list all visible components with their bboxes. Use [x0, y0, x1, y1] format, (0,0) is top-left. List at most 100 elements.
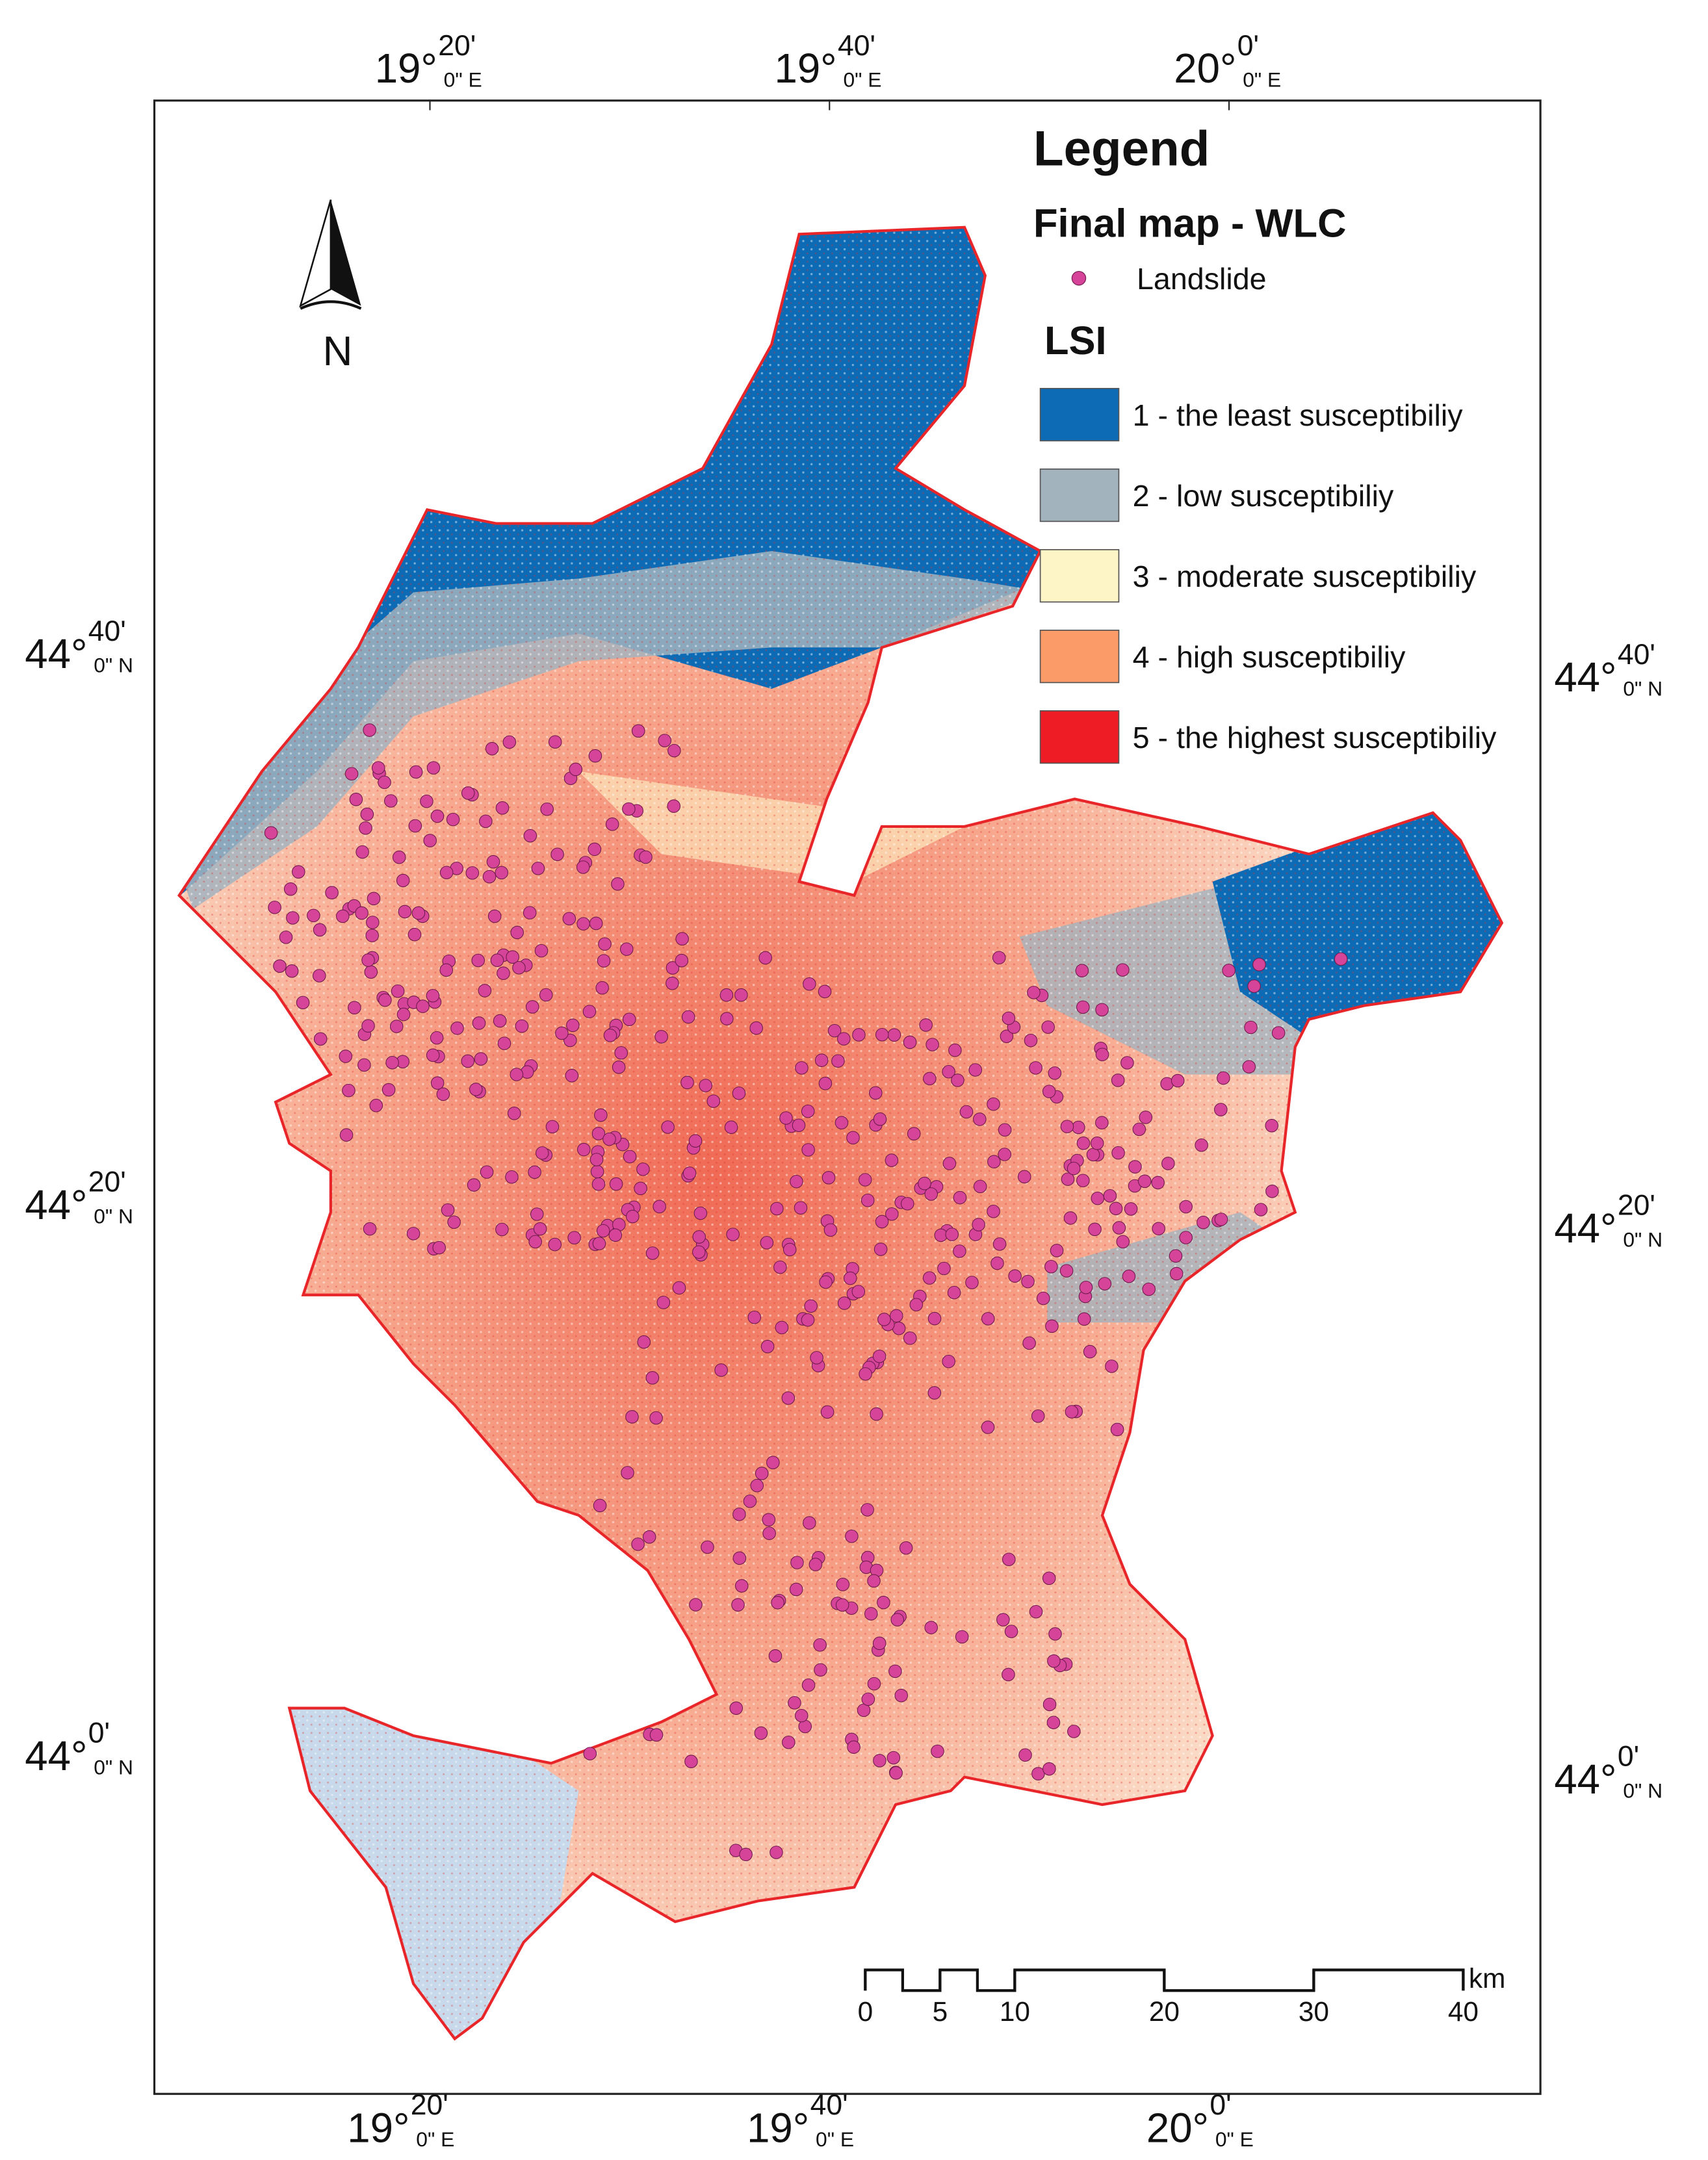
landslide-point: [1090, 1137, 1104, 1150]
landslide-point: [919, 1018, 933, 1032]
landslide-point: [1065, 1405, 1079, 1419]
landslide-point: [990, 1256, 1004, 1270]
landslide-point: [822, 1171, 836, 1185]
landslide-point: [762, 1526, 776, 1540]
landslide-point: [859, 1367, 872, 1381]
landslide-point: [675, 932, 689, 945]
landslide-point: [548, 735, 562, 749]
landslide-point: [801, 1313, 815, 1327]
landslide-point: [479, 814, 493, 829]
landslide-point: [1095, 1003, 1109, 1017]
landslide-point: [953, 1244, 966, 1258]
landslide-point: [291, 865, 305, 879]
landslide-point: [1116, 963, 1130, 977]
landslide-point: [864, 1607, 878, 1621]
landslide-point: [486, 855, 500, 869]
landslide-point: [873, 1754, 886, 1768]
landslide-point: [637, 1335, 651, 1349]
landslide-point: [576, 860, 590, 874]
landslide-point: [649, 1411, 663, 1425]
landslide-point: [396, 1007, 411, 1022]
landslide-point: [801, 1143, 815, 1157]
landslide-point: [478, 984, 492, 997]
landslide-point: [965, 1276, 979, 1289]
coordinate-degrees: 44°: [25, 631, 87, 677]
coordinate-minutes: 40': [88, 615, 126, 647]
landslide-point: [461, 1054, 475, 1068]
landslide-point: [890, 1309, 903, 1323]
landslide-point: [1214, 1103, 1228, 1116]
landslide-point: [1171, 1074, 1185, 1088]
landslide-point: [472, 1016, 486, 1030]
coordinate-label: 19° 20' 0" E: [347, 2089, 454, 2151]
landslide-point: [423, 834, 437, 847]
landslide-point: [972, 1218, 985, 1231]
landslide-point: [1265, 1185, 1279, 1198]
landslide-point: [924, 1621, 938, 1634]
landslide-point: [903, 1331, 917, 1345]
landslide-point: [1029, 1604, 1043, 1619]
landslide-point: [667, 799, 680, 813]
landslide-point: [569, 762, 583, 777]
landslide-point: [567, 1231, 581, 1245]
landslide-point: [770, 1202, 784, 1216]
landslide-point: [535, 1146, 549, 1160]
landslide-point: [588, 749, 602, 763]
landslide-point: [307, 908, 320, 923]
landslide-point: [734, 988, 748, 1002]
landslide-point: [1076, 1000, 1090, 1014]
landslide-point: [1161, 1157, 1175, 1170]
landslide-point: [356, 845, 369, 859]
landslide-point: [634, 1181, 647, 1196]
coordinate-minutes: 20': [88, 1166, 126, 1198]
legend-class-heading: LSI: [1044, 318, 1107, 363]
landslide-point: [408, 819, 422, 833]
landslide-point: [900, 1197, 914, 1211]
landslide-point: [469, 1083, 483, 1096]
landslide-point: [959, 1105, 974, 1119]
landslide-point: [420, 794, 433, 808]
landslide-point: [732, 1551, 747, 1565]
landslide-point: [666, 961, 680, 975]
landslide-point: [1095, 1048, 1109, 1062]
landslide-point: [625, 1410, 639, 1424]
landslide-point: [361, 1019, 375, 1033]
landslide-point: [626, 1209, 640, 1224]
landslide-point: [719, 988, 734, 1002]
landslide-point: [760, 1236, 774, 1250]
landslide-point: [998, 1148, 1011, 1161]
landslide-point: [732, 1508, 746, 1521]
landslide-point: [1124, 1202, 1138, 1216]
landslide-point: [860, 1503, 874, 1517]
landslide-point: [860, 1193, 875, 1207]
landslide-point: [406, 1227, 421, 1241]
legend-swatch: [1039, 548, 1120, 603]
coordinate-degrees: 19°: [774, 45, 836, 92]
coordinate-seconds: 0" N: [94, 654, 133, 677]
landslide-point: [1031, 1767, 1045, 1781]
landslide-point: [283, 882, 298, 896]
scale-tick-label: 0: [858, 1996, 873, 2027]
landslide-point: [1254, 1203, 1268, 1216]
landslide-point: [1008, 1269, 1022, 1283]
landslide-point: [279, 931, 293, 944]
landslide-point: [781, 1391, 796, 1405]
landslide-point: [827, 1023, 842, 1038]
landslide-point: [392, 850, 406, 864]
landslide-point: [870, 1407, 883, 1421]
landslide-point: [803, 977, 816, 991]
landslide-point: [531, 862, 545, 875]
landslide-point: [595, 981, 609, 995]
landslide-point: [1002, 1552, 1016, 1567]
landslide-point: [363, 1222, 377, 1236]
legend: Legend Final map - WLC Landslide LSI 1 -…: [1033, 121, 1497, 764]
landslide-point: [525, 1000, 539, 1014]
landslide-point: [1044, 1259, 1058, 1274]
landslide-point: [1047, 1654, 1061, 1668]
landslide-point: [1077, 1312, 1091, 1326]
legend-swatch: [1039, 630, 1120, 684]
landslide-point: [734, 1579, 749, 1593]
coordinate-minutes: 40': [838, 30, 875, 62]
